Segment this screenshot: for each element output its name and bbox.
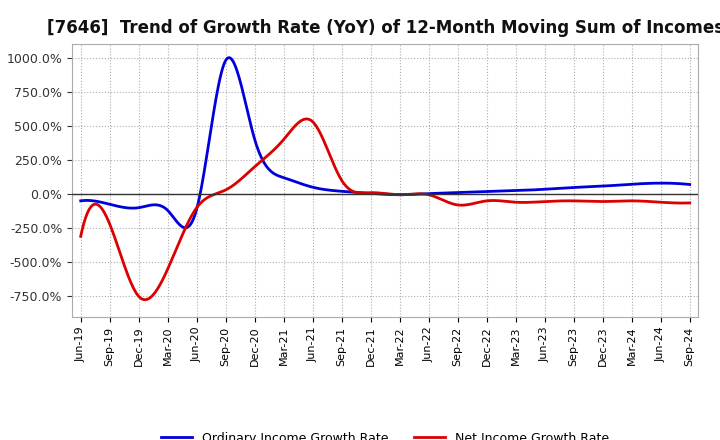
Ordinary Income Growth Rate [225,55,234,60]
Title: [7646]  Trend of Growth Rate (YoY) of 12-Month Moving Sum of Incomes: [7646] Trend of Growth Rate (YoY) of 12-… [47,19,720,37]
Ordinary Income Growth Rate [368,191,377,196]
Ordinary Income Growth Rate [408,192,417,197]
Legend: Ordinary Income Growth Rate, Net Income Growth Rate: Ordinary Income Growth Rate, Net Income … [156,427,614,440]
Net Income Growth Rate [578,198,587,204]
Ordinary Income Growth Rate [673,181,682,186]
Net Income Growth Rate [673,200,682,205]
Ordinary Income Growth Rate [685,182,694,187]
Line: Net Income Growth Rate: Net Income Growth Rate [81,119,690,300]
Net Income Growth Rate [141,297,150,302]
Net Income Growth Rate [408,191,417,197]
Ordinary Income Growth Rate [578,184,587,190]
Ordinary Income Growth Rate [372,191,380,196]
Net Income Growth Rate [372,190,380,195]
Net Income Growth Rate [368,190,377,195]
Net Income Growth Rate [685,200,694,205]
Net Income Growth Rate [441,198,450,204]
Ordinary Income Growth Rate [76,198,85,203]
Line: Ordinary Income Growth Rate: Ordinary Income Growth Rate [81,58,690,228]
Net Income Growth Rate [76,234,85,239]
Ordinary Income Growth Rate [441,191,450,196]
Ordinary Income Growth Rate [181,225,190,231]
Net Income Growth Rate [302,116,311,121]
